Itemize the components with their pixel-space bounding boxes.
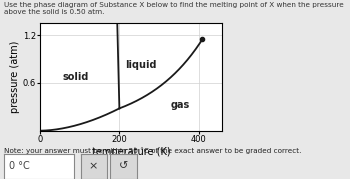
Text: solid: solid <box>63 72 89 82</box>
Text: ×: × <box>89 161 98 171</box>
Text: ↺: ↺ <box>119 161 128 171</box>
Y-axis label: pressure (atm): pressure (atm) <box>10 41 20 113</box>
Text: gas: gas <box>171 100 190 110</box>
X-axis label: temperature (K): temperature (K) <box>92 147 170 157</box>
Text: Use the phase diagram of Substance X below to find the melting point of X when t: Use the phase diagram of Substance X bel… <box>4 2 343 15</box>
Text: Note: your answer must be within 20 °C of the exact answer to be graded correct.: Note: your answer must be within 20 °C o… <box>4 148 301 154</box>
Text: liquid: liquid <box>125 61 157 70</box>
Text: 0 °C: 0 °C <box>9 161 30 171</box>
